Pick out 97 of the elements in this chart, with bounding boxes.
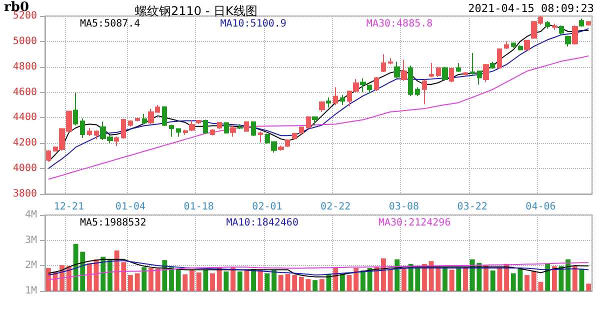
text: MA5:1988532 [80,218,146,228]
candlestick [572,25,578,46]
y-tick-label: 4200 [12,138,37,149]
candlestick [292,132,297,140]
y-tick-label: 5200 [12,10,37,22]
candlestick [429,62,434,78]
text: MA30:2124296 [378,218,451,228]
candlestick [326,96,331,108]
candlestick [224,122,229,134]
candlestick [196,120,201,125]
candlestick [258,131,263,144]
x-tick-label: 03-22 [457,202,488,212]
candlestick [483,64,489,83]
candlestick [565,35,571,48]
candlestick [230,124,236,138]
x-tick-label: 02-22 [320,202,351,212]
y-tick-label: 1M [24,286,37,296]
candlestick [559,25,564,36]
y-tick-label: 3M [24,234,37,246]
candlestick [422,79,427,105]
candlestick [408,65,413,97]
candlestick [46,150,51,162]
text: MA30:4885.8 [366,18,433,30]
candlestick [477,70,482,86]
y-tick-label: 4800 [12,61,37,72]
candlestick [183,129,188,136]
candlestick [306,116,311,130]
line-series [48,262,590,280]
candlestick [490,61,495,70]
chart-title: 螺纹钢2110 - 日K线图 [135,4,258,18]
text: MA5:5087.4 [80,18,140,30]
y-tick-label: 5000 [12,36,37,47]
candlestick [504,40,509,50]
candlestick [442,66,448,82]
x-tick-label: 03-08 [388,202,420,212]
x-tick-label: 01-04 [115,202,146,212]
candlestick [586,20,591,26]
line-series [48,55,590,180]
candlestick [394,61,400,79]
candlestick [278,145,284,152]
candlestick [251,121,256,137]
candlestick [176,128,181,138]
candlestick [367,84,372,94]
x-tick-label: 04-06 [526,202,556,212]
candlestick [210,128,215,136]
candlestick [285,138,290,148]
candlestick [579,18,584,28]
candlestick [511,42,516,48]
candlestick [299,126,304,135]
candlestick [94,130,99,140]
candlestick [381,54,386,72]
candlestick [497,48,502,70]
candlestick [456,62,461,72]
candlestick [312,116,318,126]
text: MA10:5100.9 [220,18,286,30]
candlestick [374,76,379,92]
candlestick [162,106,167,126]
candlestick [552,23,557,30]
candlestick [360,78,366,93]
candlestick [449,66,454,83]
candlestick [340,94,345,106]
candlestick [87,127,92,137]
candlestick [470,52,475,75]
y-tick-label: 4M [24,210,37,220]
text: MA10:1842460 [226,218,298,228]
candlestick [244,120,249,132]
x-tick-label: 12-21 [54,202,84,212]
y-tick-label: 4000 [12,163,37,174]
candlestick [189,120,195,132]
candlestick [128,120,133,128]
candlestick [121,118,126,140]
y-tick-label: 4600 [12,86,37,98]
candlestick [463,71,468,76]
candlestick [545,20,550,30]
y-tick-label: 2M [24,260,37,272]
candlestick [333,86,338,106]
y-tick-label: 4400 [12,112,37,124]
x-tick-label: 02-01 [252,202,282,212]
candlestick [203,119,208,134]
candlestick [436,66,441,78]
candlestick [135,117,140,122]
y-tick-label: 3800 [12,188,37,200]
candlestick [237,124,243,130]
candlestick [518,44,523,51]
text: 2021-04-15 08:09:23 [468,2,594,15]
candlestick [80,118,85,139]
candlestick [217,122,222,130]
candlestick [524,39,530,51]
candlestick [401,59,407,82]
x-tick-label: 01-18 [184,202,214,212]
candlestick [142,113,147,125]
candlestick [388,57,393,65]
candlestick [415,86,420,97]
candlestick [73,92,78,126]
candlestick [319,100,325,112]
candlestick [114,136,119,147]
candlestick [169,124,174,138]
